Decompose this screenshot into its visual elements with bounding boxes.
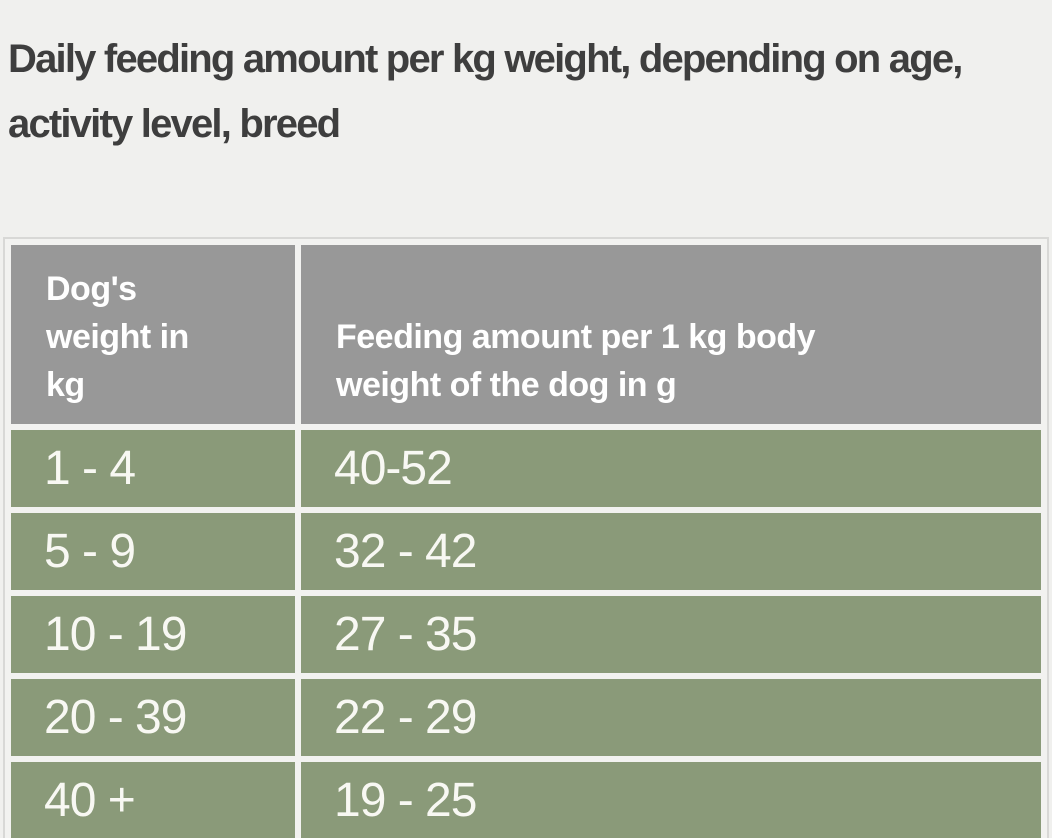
table-row: 20 - 39 22 - 29 — [11, 679, 1041, 756]
weight-cell: 1 - 4 — [11, 430, 295, 507]
table-header: Dog's weight in kg Feeding amount per 1 … — [11, 245, 1041, 424]
amount-cell: 22 - 29 — [301, 679, 1041, 756]
amount-cell: 19 - 25 — [301, 762, 1041, 838]
weight-cell: 20 - 39 — [11, 679, 295, 756]
amount-cell: 32 - 42 — [301, 513, 1041, 590]
column-header-feeding-amount: Feeding amount per 1 kg body weight of t… — [301, 245, 1041, 424]
feeding-table: Dog's weight in kg Feeding amount per 1 … — [5, 239, 1047, 838]
header-row: Dog's weight in kg Feeding amount per 1 … — [11, 245, 1041, 424]
amount-cell: 40-52 — [301, 430, 1041, 507]
weight-cell: 40 + — [11, 762, 295, 838]
weight-cell: 10 - 19 — [11, 596, 295, 673]
feeding-table-frame: Dog's weight in kg Feeding amount per 1 … — [3, 237, 1049, 838]
table-row: 40 + 19 - 25 — [11, 762, 1041, 838]
page-title: Daily feeding amount per kg weight, depe… — [8, 37, 963, 146]
amount-cell: 27 - 35 — [301, 596, 1041, 673]
table-row: 10 - 19 27 - 35 — [11, 596, 1041, 673]
table-body: 1 - 4 40-52 5 - 9 32 - 42 10 - 19 27 - 3… — [11, 430, 1041, 838]
column-header-dog-weight: Dog's weight in kg — [11, 245, 295, 424]
table-row: 1 - 4 40-52 — [11, 430, 1041, 507]
page: Daily feeding amount per kg weight, depe… — [0, 27, 1052, 838]
weight-cell: 5 - 9 — [11, 513, 295, 590]
table-row: 5 - 9 32 - 42 — [11, 513, 1041, 590]
